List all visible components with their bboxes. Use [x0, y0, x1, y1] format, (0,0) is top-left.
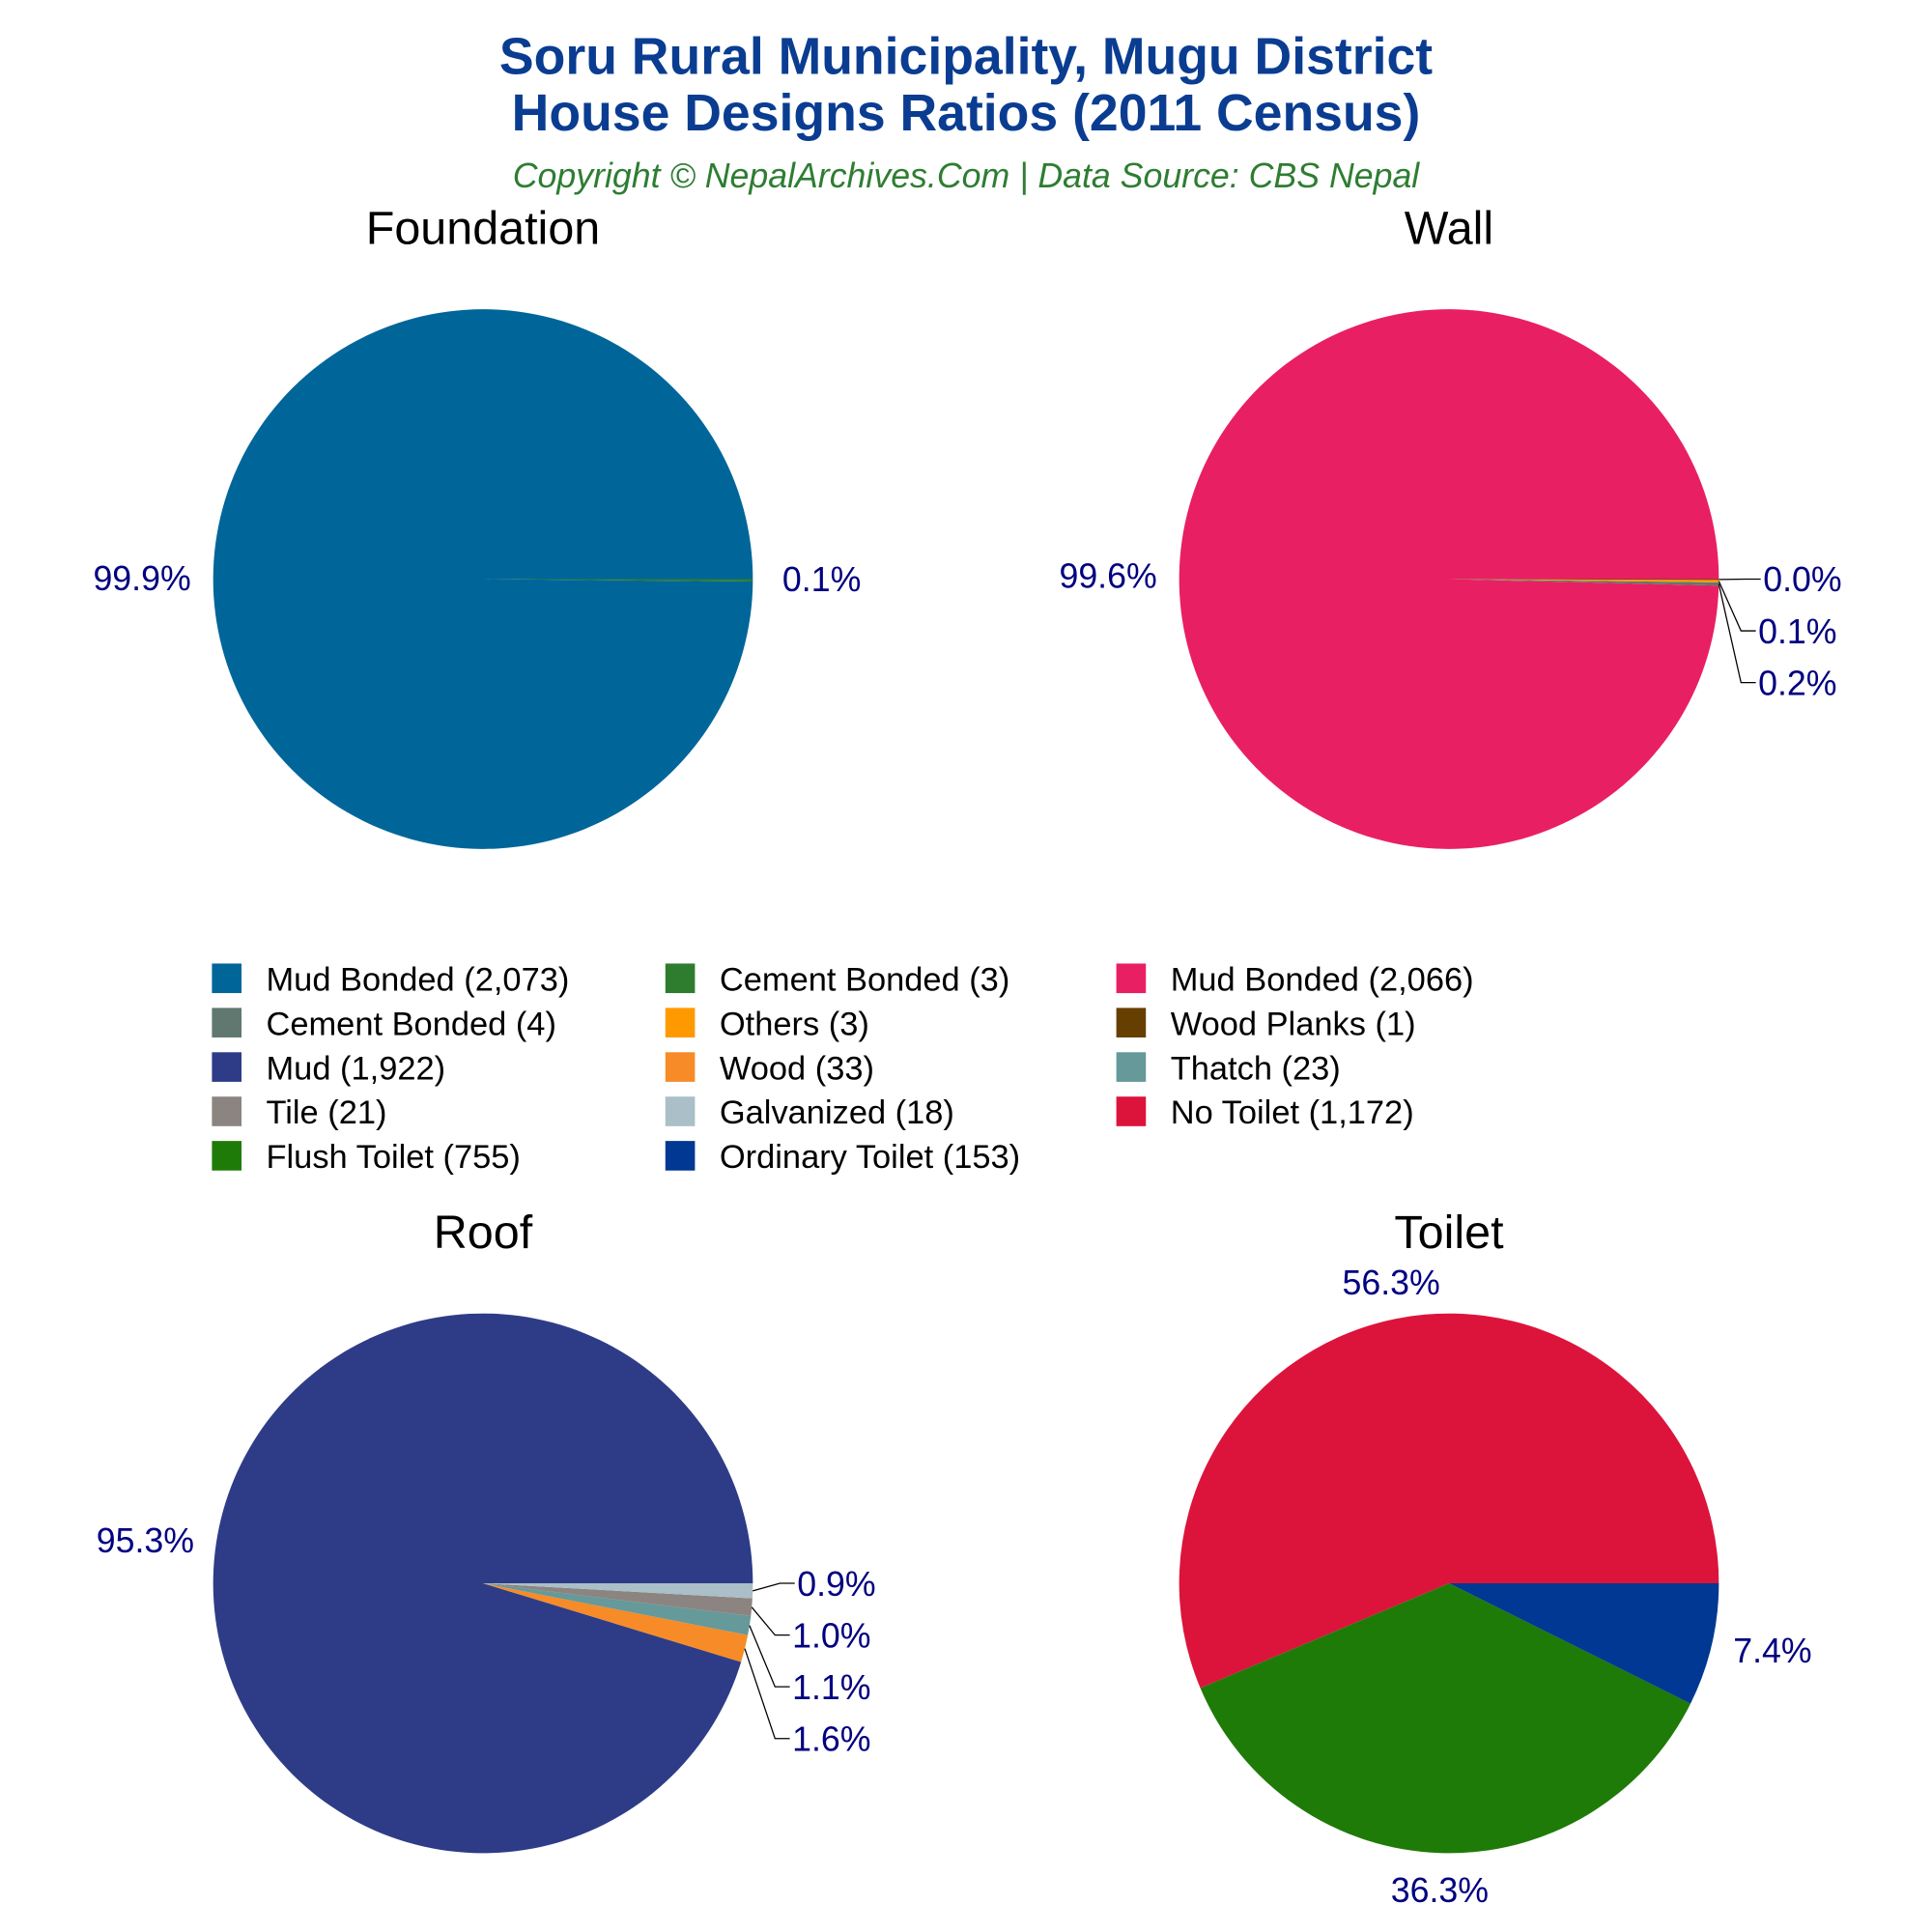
- legend-swatch: [212, 963, 242, 994]
- legend-item: Thatch (23): [1116, 1050, 1341, 1087]
- legend-item: Mud Bonded (2,073): [212, 962, 569, 999]
- legend-label: Flush Toilet (755): [267, 1139, 521, 1176]
- legend-item: Cement Bonded (4): [212, 1006, 556, 1042]
- legend-item: Wood Planks (1): [1116, 1006, 1416, 1042]
- pie-title: Wall: [1405, 203, 1493, 255]
- legend-swatch: [212, 1141, 242, 1171]
- slice-label: 0.1%: [1758, 612, 1836, 651]
- slice-label: 1.6%: [792, 1720, 870, 1759]
- slice-label: 0.2%: [1758, 664, 1836, 702]
- legend-label: Others (3): [720, 1006, 869, 1042]
- pie-slice: [483, 1583, 753, 1599]
- slice-label: 0.0%: [1763, 560, 1841, 599]
- pie-slice: [1449, 579, 1719, 582]
- legend-swatch: [1116, 963, 1147, 994]
- slice-label: 1.1%: [792, 1668, 870, 1707]
- slice-label: 0.1%: [782, 560, 861, 599]
- legend-label: Ordinary Toilet (153): [720, 1139, 1020, 1176]
- pie-slice: [213, 1313, 753, 1854]
- legend-item: Others (3): [665, 1006, 869, 1042]
- legend-label: Mud Bonded (2,073): [267, 962, 570, 999]
- legend-item: Flush Toilet (755): [212, 1139, 521, 1176]
- leader-line: [1718, 581, 1756, 632]
- legend-swatch: [665, 1008, 696, 1037]
- pie-foundation: Foundation 99.9% 0.1%: [93, 203, 861, 849]
- legend-label: Galvanized (18): [720, 1094, 954, 1131]
- slice-label: 7.4%: [1733, 1632, 1811, 1670]
- pie-wall: Wall 99.6% 0.0% 0.1% 0.2%: [1059, 203, 1842, 849]
- leader-line: [751, 1606, 790, 1636]
- legend-item: Mud (1,922): [212, 1050, 445, 1087]
- legend: Mud Bonded (2,073) Cement Bonded (3) Mud B…: [212, 962, 1474, 1176]
- legend-label: Cement Bonded (4): [267, 1006, 556, 1042]
- legend-label: No Toilet (1,172): [1171, 1094, 1414, 1131]
- pie-title: Roof: [434, 1207, 533, 1259]
- slice-label: 0.9%: [797, 1565, 875, 1604]
- legend-swatch: [212, 1096, 242, 1126]
- legend-label: Cement Bonded (3): [720, 962, 1009, 999]
- slice-label: 95.3%: [97, 1521, 194, 1560]
- chart-subtitle: Copyright © NepalArchives.Com | Data Sou…: [513, 156, 1421, 195]
- chart-title-line2: House Designs Ratios (2011 Census): [512, 85, 1421, 142]
- slice-label: 99.6%: [1059, 557, 1156, 596]
- leader-line: [753, 1582, 795, 1592]
- pie-slice: [1449, 579, 1719, 586]
- legend-label: Tile (21): [267, 1094, 387, 1131]
- pie-slice: [483, 1583, 753, 1616]
- slice-label: 36.3%: [1391, 1871, 1489, 1910]
- legend-item: No Toilet (1,172): [1116, 1094, 1414, 1131]
- legend-swatch: [1116, 1096, 1147, 1126]
- pie-toilet: Toilet 56.3% 36.3% 7.4%: [1179, 1207, 1812, 1910]
- pie-slice: [1449, 1583, 1719, 1704]
- legend-swatch: [665, 1096, 696, 1126]
- leader-line: [1718, 583, 1756, 684]
- legend-swatch: [1116, 1008, 1147, 1037]
- pie-title: Toilet: [1394, 1207, 1504, 1259]
- legend-swatch: [665, 1052, 696, 1082]
- slice-label: 1.0%: [792, 1616, 870, 1655]
- legend-swatch: [665, 963, 696, 994]
- legend-label: Wood (33): [720, 1050, 874, 1087]
- chart-title-line1: Soru Rural Municipality, Mugu District: [499, 29, 1433, 86]
- legend-item: Mud Bonded (2,066): [1116, 962, 1474, 999]
- pie-roof: Roof 95.3% 0.9% 1.0% 1.1% 1.6%: [97, 1207, 876, 1854]
- pie-slice: [483, 1583, 752, 1635]
- pie-slice: [213, 309, 753, 849]
- legend-swatch: [212, 1008, 242, 1037]
- slice-label: 56.3%: [1343, 1264, 1440, 1302]
- legend-item: Ordinary Toilet (153): [665, 1139, 1020, 1176]
- legend-swatch: [212, 1052, 242, 1082]
- pie-slice: [1200, 1583, 1691, 1854]
- leader-line: [744, 1648, 790, 1740]
- pie-slice: [483, 1583, 749, 1662]
- pie-slice: [1179, 309, 1719, 849]
- leader-line: [749, 1625, 790, 1688]
- legend-swatch: [1116, 1052, 1147, 1082]
- slice-label: 99.9%: [93, 559, 190, 598]
- legend-item: Tile (21): [212, 1094, 386, 1131]
- legend-label: Wood Planks (1): [1171, 1006, 1416, 1042]
- pie-title: Foundation: [366, 203, 600, 255]
- legend-label: Thatch (23): [1171, 1050, 1341, 1087]
- legend-swatch: [665, 1141, 696, 1171]
- pie-slice: [1179, 1313, 1719, 1689]
- legend-item: Wood (33): [665, 1050, 874, 1087]
- legend-label: Mud (1,922): [267, 1050, 446, 1087]
- legend-item: Cement Bonded (3): [665, 962, 1009, 999]
- legend-label: Mud Bonded (2,066): [1171, 962, 1474, 999]
- legend-item: Galvanized (18): [665, 1094, 954, 1131]
